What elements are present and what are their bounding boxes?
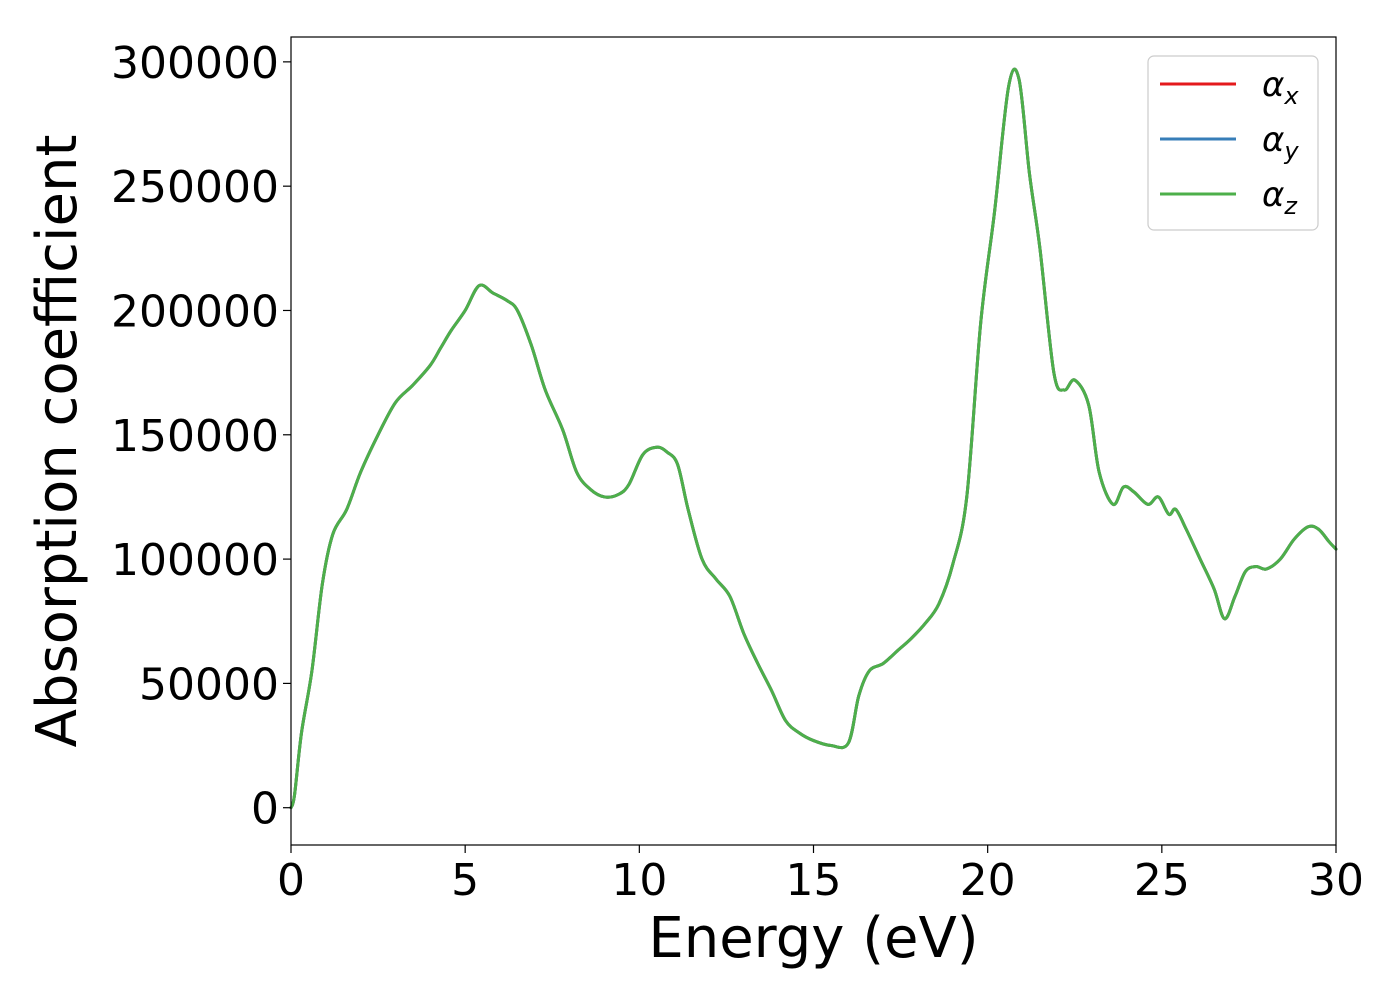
legend-label-y: αy: [1262, 120, 1299, 165]
x-tick-label: 5: [451, 855, 479, 906]
x-tick-label: 20: [960, 855, 1016, 906]
legend: αx αy αz: [1147, 55, 1319, 231]
y-axis-label: Absorption coefficient: [25, 135, 90, 748]
x-tick-label: 0: [277, 855, 305, 906]
y-tick-label: 250000: [111, 162, 279, 213]
y-tick-label: 0: [251, 784, 279, 835]
x-tick-label: 10: [611, 855, 667, 906]
legend-label-z: αz: [1262, 175, 1298, 220]
y-tick-label: 300000: [111, 38, 279, 89]
x-tick-label: 15: [786, 855, 842, 906]
x-tick-label: 30: [1308, 855, 1364, 906]
x-tick-label: 25: [1134, 855, 1190, 906]
series-line-z: [289, 67, 1338, 810]
series-layer: [289, 67, 1338, 810]
y-tick-label: 50000: [139, 659, 279, 710]
x-axis-ticks: 0 5 10 15 20 25 30: [277, 845, 1364, 906]
y-tick-label: 150000: [111, 411, 279, 462]
y-tick-label: 200000: [111, 286, 279, 337]
y-tick-label: 100000: [111, 535, 279, 586]
y-axis-ticks: 0 50000 100000 150000 200000 250000 300000: [111, 38, 291, 835]
legend-box: [1147, 55, 1319, 231]
legend-label-x: αx: [1262, 65, 1299, 110]
x-axis-label: Energy (eV): [648, 906, 978, 971]
